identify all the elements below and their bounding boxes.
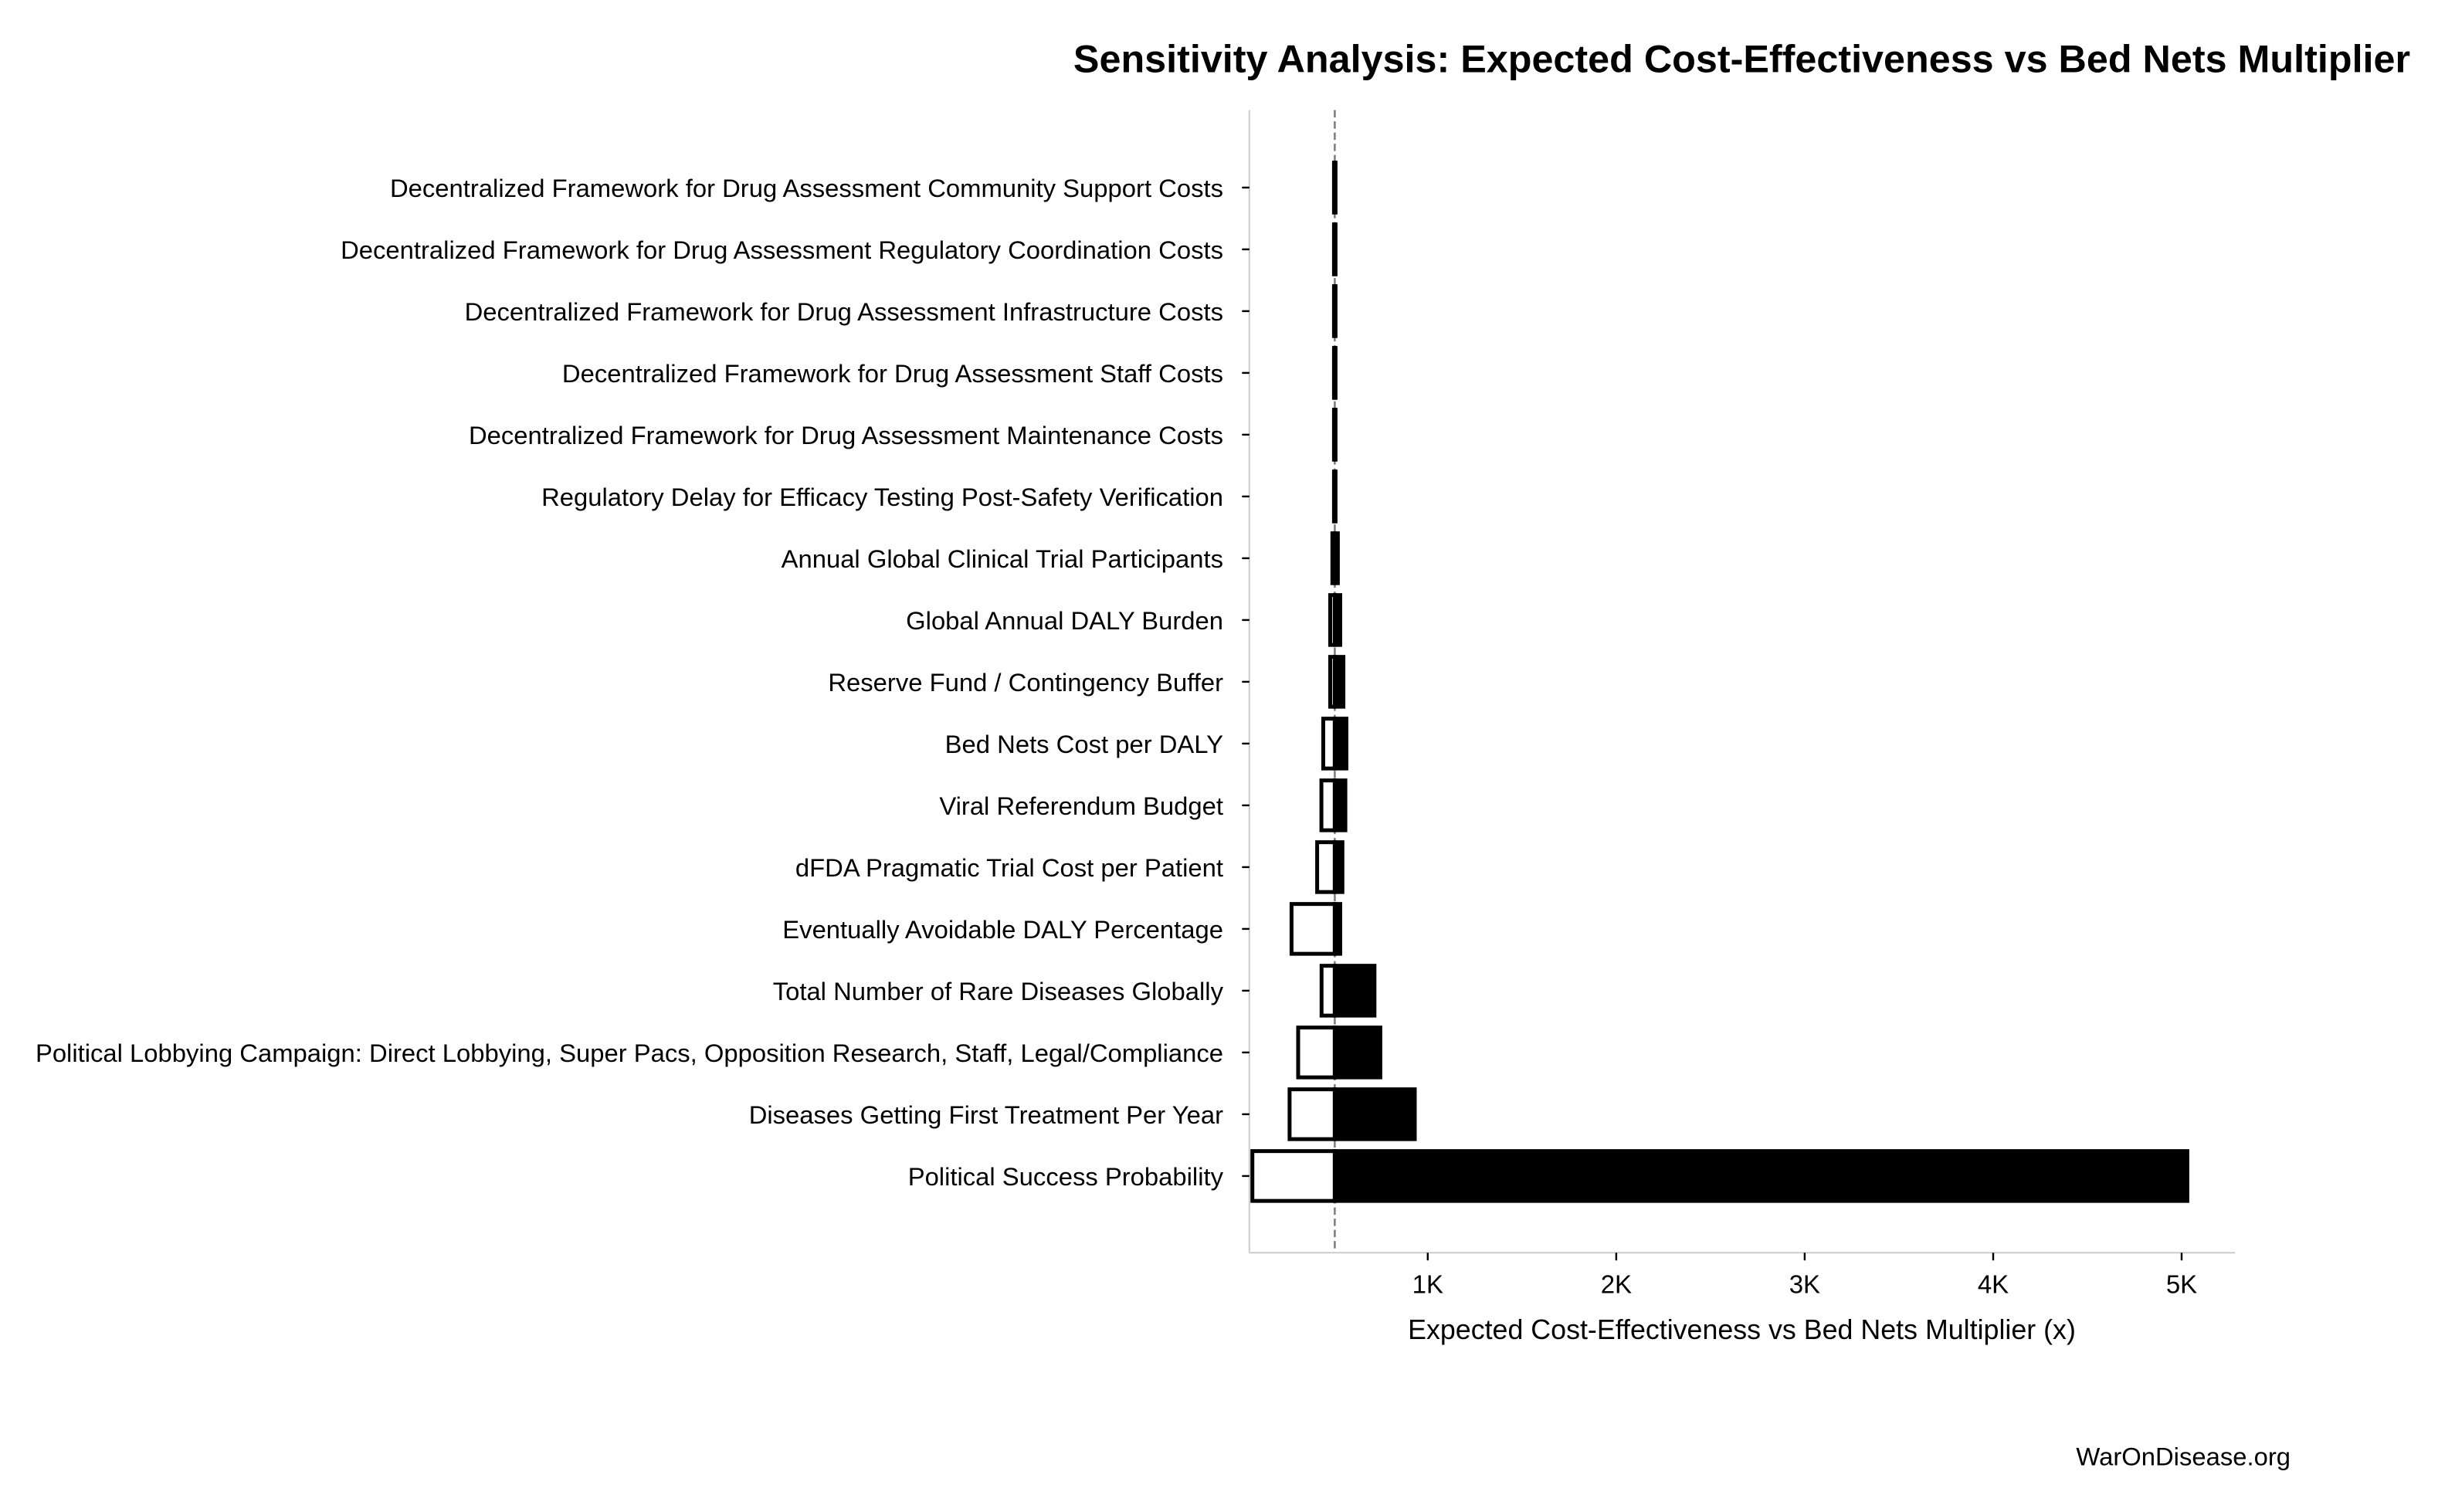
- svg-text:Decentralized Framework for Dr: Decentralized Framework for Drug Assessm…: [469, 421, 1223, 449]
- svg-text:Bed Nets Cost per DALY: Bed Nets Cost per DALY: [945, 730, 1223, 758]
- svg-text:1K: 1K: [1412, 1270, 1443, 1298]
- svg-text:2K: 2K: [1601, 1270, 1632, 1298]
- svg-text:Viral Referendum Budget: Viral Referendum Budget: [939, 792, 1223, 820]
- svg-text:Annual Global Clinical Trial P: Annual Global Clinical Trial Participant…: [782, 544, 1223, 573]
- svg-text:dFDA Pragmatic Trial Cost per: dFDA Pragmatic Trial Cost per Patient: [795, 853, 1223, 882]
- svg-text:Global Annual DALY Burden: Global Annual DALY Burden: [906, 606, 1223, 635]
- svg-text:Decentralized Framework for Dr: Decentralized Framework for Drug Assessm…: [465, 297, 1223, 326]
- svg-text:3K: 3K: [1789, 1270, 1820, 1298]
- svg-text:Eventually Avoidable DALY Perc: Eventually Avoidable DALY Percentage: [782, 915, 1223, 944]
- svg-text:Expected Cost-Effectiveness vs: Expected Cost-Effectiveness vs Bed Nets …: [1408, 1314, 2076, 1345]
- svg-text:Decentralized Framework for Dr: Decentralized Framework for Drug Assessm…: [390, 174, 1223, 202]
- svg-text:Total Number of Rare Diseases: Total Number of Rare Diseases Globally: [773, 977, 1224, 1005]
- svg-text:Reserve Fund / Contingency Buf: Reserve Fund / Contingency Buffer: [828, 668, 1223, 697]
- svg-text:4K: 4K: [1978, 1270, 2009, 1298]
- svg-text:WarOnDisease.org: WarOnDisease.org: [2076, 1443, 2291, 1471]
- svg-text:Regulatory Delay for Efficacy: Regulatory Delay for Efficacy Testing Po…: [541, 483, 1223, 511]
- svg-text:5K: 5K: [2166, 1270, 2197, 1298]
- svg-text:Decentralized Framework for Dr: Decentralized Framework for Drug Assessm…: [341, 236, 1223, 264]
- svg-text:Diseases Getting First Treatme: Diseases Getting First Treatment Per Yea…: [749, 1100, 1223, 1129]
- svg-text:Decentralized Framework for Dr: Decentralized Framework for Drug Assessm…: [562, 359, 1223, 388]
- svg-text:Political Lobbying Campaign: D: Political Lobbying Campaign: Direct Lobb…: [36, 1039, 1223, 1067]
- svg-text:Political Success Probability: Political Success Probability: [908, 1162, 1224, 1191]
- svg-text:Sensitivity Analysis: Expected: Sensitivity Analysis: Expected Cost-Effe…: [1073, 37, 2410, 81]
